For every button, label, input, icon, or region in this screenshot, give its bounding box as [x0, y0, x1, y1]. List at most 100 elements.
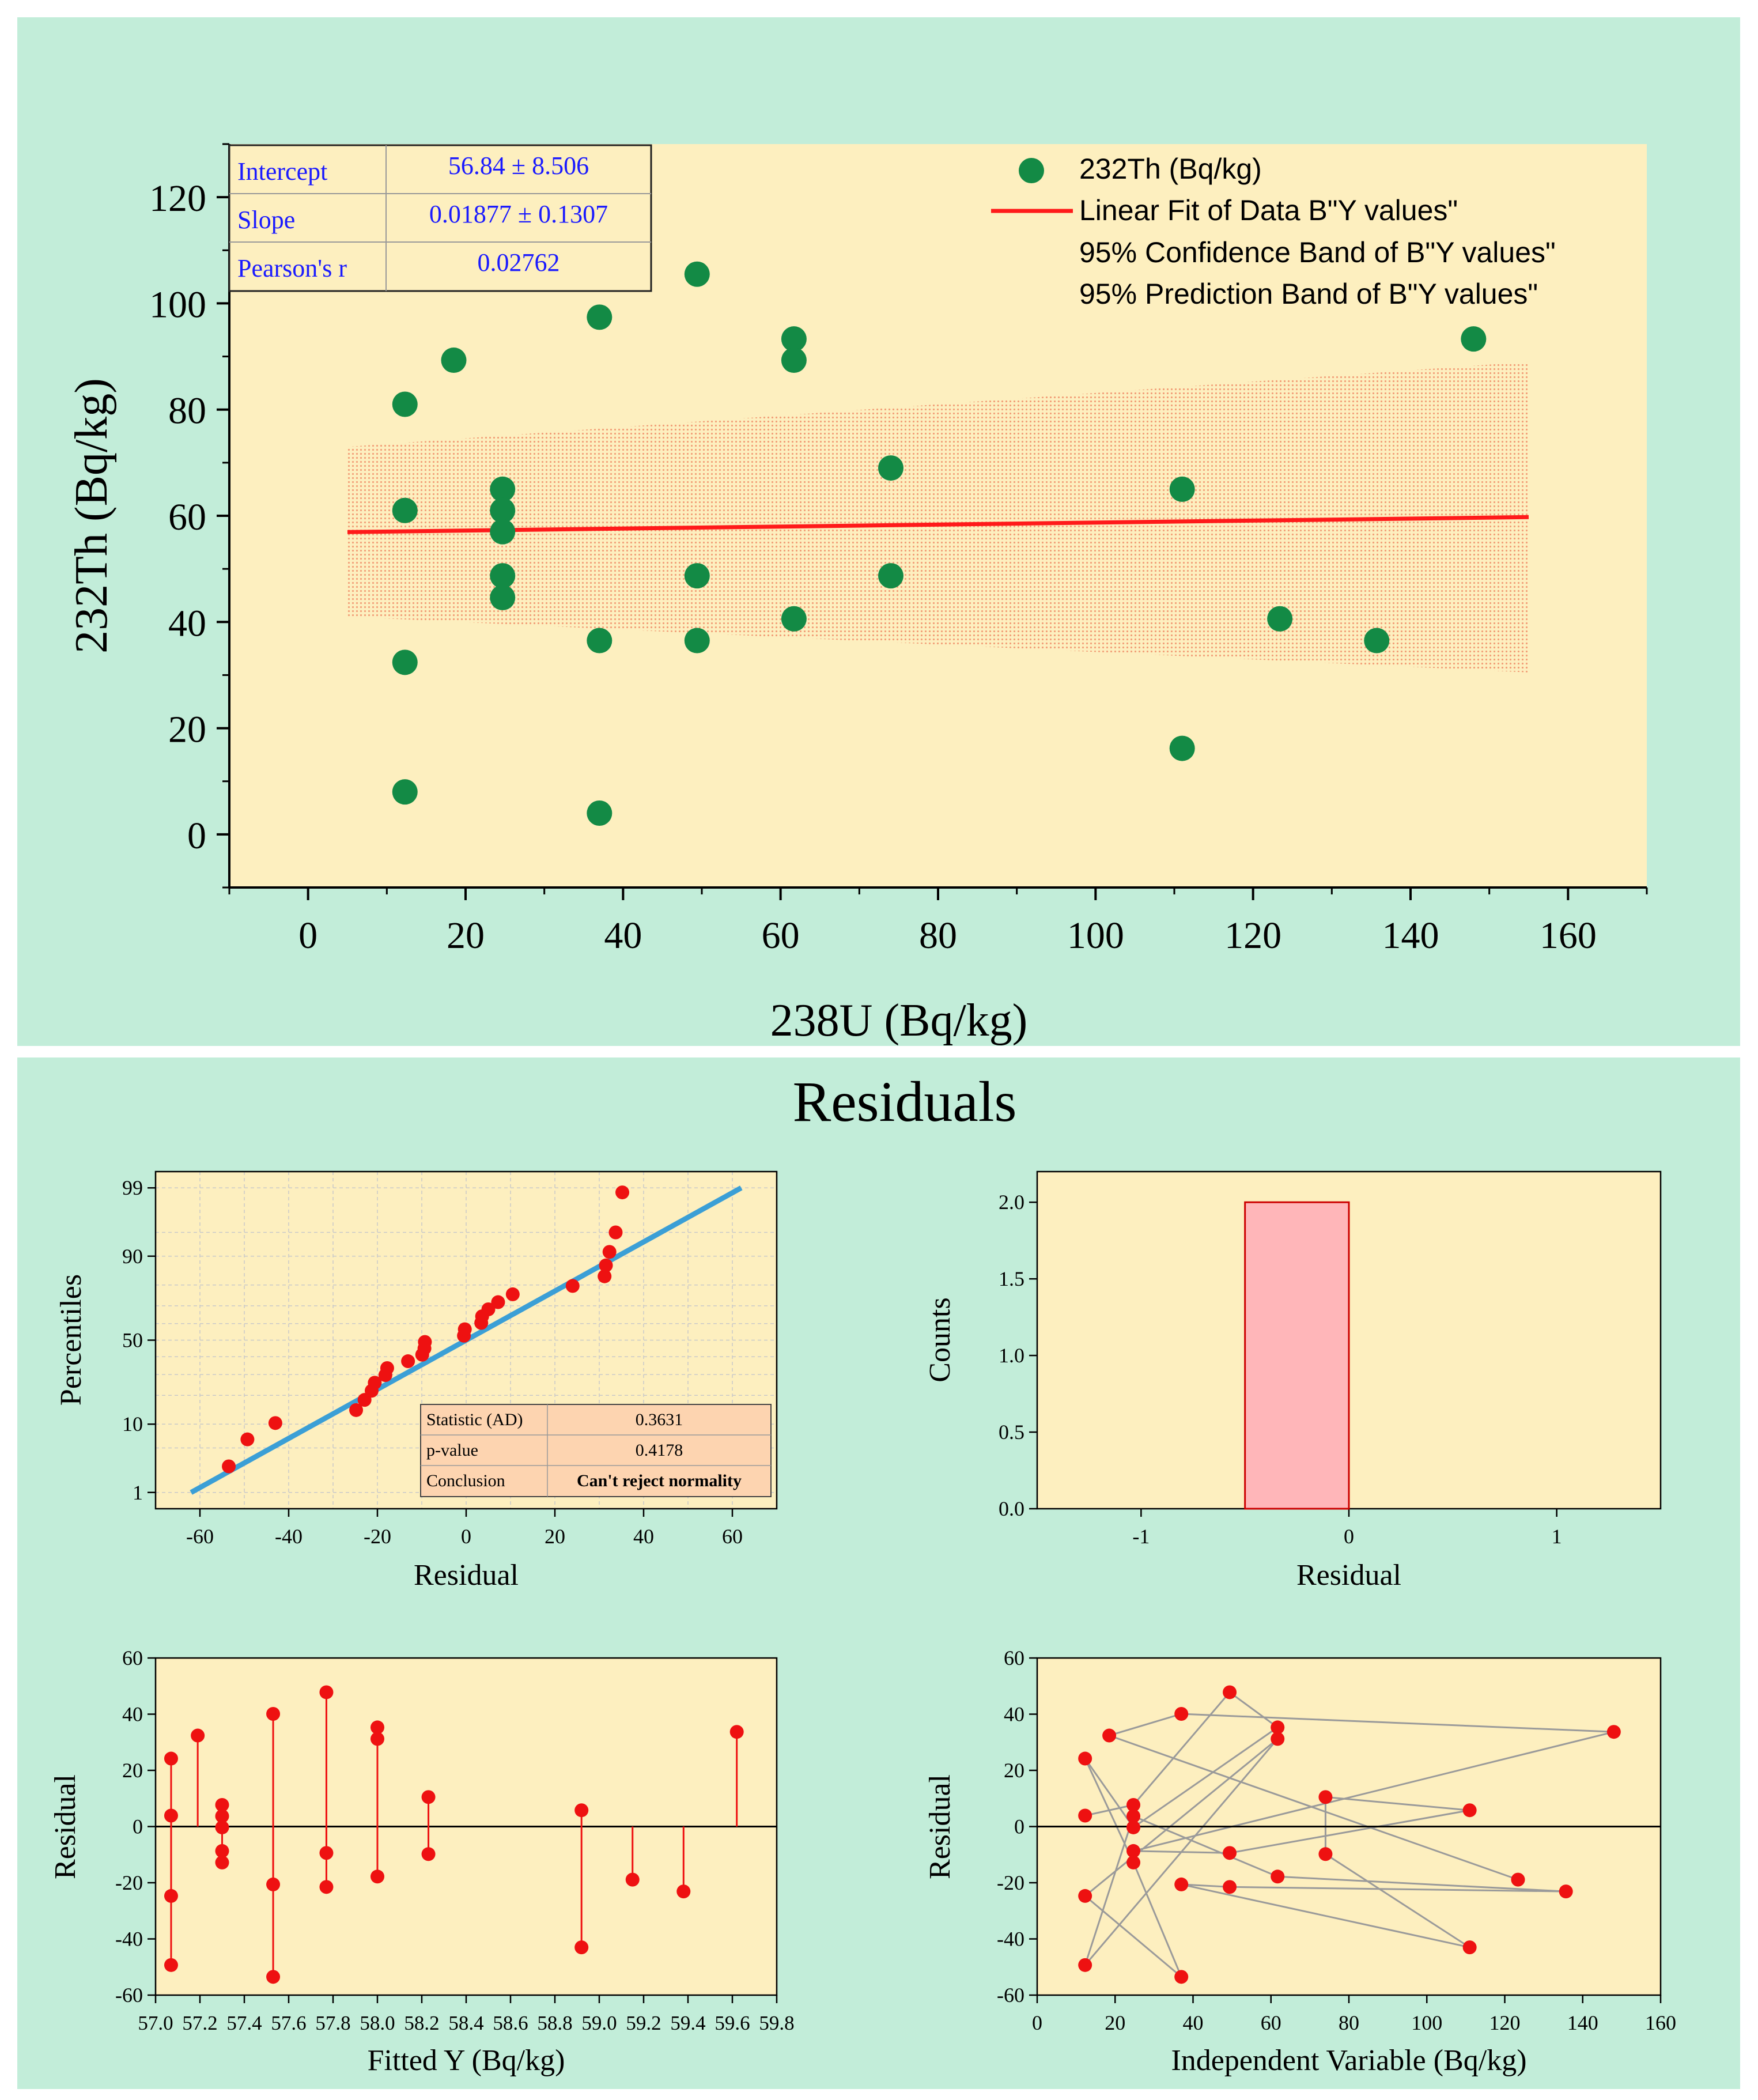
independent-x-tick-label: 40 [1183, 2011, 1204, 2034]
data-point [781, 326, 807, 352]
independent-residual-points [1078, 1685, 1621, 1984]
stats-slope-label: Slope [237, 206, 295, 234]
stats-pearson-label: Pearson's r [237, 254, 347, 282]
main-x-tick-label: 40 [604, 915, 642, 957]
main-x-tick-label: 160 [1540, 915, 1597, 957]
independent-axes: 0 20 40 60 80 100 120 140 160 -60 -40 -20 0 20 40 60 [997, 1646, 1676, 2034]
data-point [878, 563, 903, 589]
qq-y-tick-label: 99 [122, 1176, 143, 1199]
main-x-tick-label: 80 [919, 915, 957, 957]
independent-connect-lines [1083, 1691, 1615, 1978]
independent-point [1511, 1872, 1525, 1887]
hist-x-tick-label: 0 [1344, 1525, 1354, 1548]
qq-x-tick-label: -20 [364, 1525, 391, 1548]
stats-pearson-value: 0.02762 [478, 248, 560, 277]
main-y-axis-label: 232Th (Bq/kg) [66, 378, 117, 654]
main-x-tick-label: 140 [1382, 915, 1439, 957]
fitted-y-tick-label: 0 [133, 1815, 143, 1838]
fitted-x-tick-label: 59.8 [759, 2012, 794, 2034]
fitted-point [215, 1797, 229, 1812]
qq-point [418, 1335, 432, 1349]
fitted-point [164, 1958, 178, 1972]
fitted-point [676, 1884, 691, 1899]
fitted-y-tick-label: 20 [122, 1759, 143, 1782]
data-point [490, 476, 516, 502]
fitted-x-tick-label: 58.2 [404, 2012, 439, 2034]
independent-point [1174, 1707, 1189, 1721]
fitted-point [319, 1846, 334, 1860]
data-point [684, 628, 710, 654]
independent-x-tick-label: 120 [1489, 2011, 1521, 2034]
fitted-point [164, 1889, 178, 1903]
data-point [684, 563, 710, 589]
data-point [878, 455, 903, 481]
independent-connect-path [1083, 1691, 1615, 1978]
fitted-y-axis-label: Residual [49, 1774, 82, 1879]
independent-point [1318, 1790, 1333, 1804]
main-y-tick-label: 40 [168, 602, 206, 644]
qq-point [401, 1354, 415, 1369]
fitted-x-tick-label: 59.6 [714, 2012, 750, 2034]
hist-y-tick-label: 1.0 [999, 1344, 1024, 1367]
main-scatter-points [392, 261, 1487, 826]
fitted-x-tick-label: 58.8 [537, 2012, 572, 2034]
fitted-point [370, 1720, 384, 1735]
independent-point [1102, 1728, 1117, 1743]
qq-point [491, 1295, 505, 1309]
independent-point [1078, 1808, 1092, 1823]
independent-point [1223, 1846, 1237, 1860]
data-point [1267, 606, 1293, 632]
qq-point [458, 1322, 472, 1336]
hist-x-tick-label: 1 [1552, 1525, 1562, 1548]
independent-point [1126, 1809, 1141, 1823]
fitted-point [625, 1872, 640, 1887]
independent-point [1126, 1797, 1141, 1812]
linear-fit-line [347, 515, 1529, 534]
stats-intercept-value: 56.84 ± 8.506 [448, 152, 589, 180]
hist-axes: -1 0 1 0.0 0.5 1.0 1.5 2.0 [999, 1170, 1662, 1548]
fitted-point [215, 1820, 229, 1834]
independent-point [1223, 1880, 1237, 1894]
data-point [392, 391, 418, 417]
stats-intercept-label: Intercept [237, 157, 327, 186]
fitted-point [370, 1869, 384, 1884]
fitted-point [266, 1707, 281, 1721]
main-y-tick-label: 80 [168, 390, 206, 432]
fitted-point [370, 1732, 384, 1746]
data-point [392, 779, 418, 805]
fitted-point [421, 1847, 436, 1861]
qq-point [349, 1403, 364, 1417]
independent-point [1223, 1685, 1237, 1699]
independent-x-tick-label: 20 [1105, 2011, 1125, 2034]
fitted-x-tick-label: 58.4 [448, 2012, 483, 2034]
fitted-x-tick-label: 57.8 [315, 2012, 350, 2034]
main-x-tick-label: 60 [762, 915, 800, 957]
data-point [392, 497, 418, 523]
legend-prediction-label: 95% Prediction Band of B"Y values" [1079, 278, 1538, 310]
independent-y-tick-label: 0 [1014, 1815, 1024, 1838]
qq-x-tick-label: 20 [545, 1525, 565, 1548]
data-point [490, 563, 516, 589]
independent-y-tick-label: 40 [1004, 1703, 1024, 1726]
confidence-band [347, 361, 1529, 673]
main-y-tick-label: 20 [168, 709, 206, 751]
fitted-point [574, 1803, 589, 1818]
residual-histogram: -1 0 1 0.0 0.5 1.0 1.5 2.0 Residual Counts [924, 1170, 1662, 1592]
data-point [587, 304, 613, 330]
independent-point [1271, 1869, 1285, 1884]
qq-point [565, 1279, 580, 1293]
fitted-point [319, 1685, 334, 1699]
qq-point [608, 1225, 623, 1240]
independent-x-tick-label: 0 [1032, 2011, 1042, 2034]
main-x-tick-label: 100 [1067, 915, 1124, 957]
data-point [587, 628, 613, 654]
qq-y-tick-label: 1 [133, 1481, 143, 1504]
hist-y-axis-label: Counts [924, 1297, 956, 1382]
qq-y-tick-label: 50 [122, 1329, 143, 1352]
fitted-x-tick-label: 57.6 [271, 2012, 306, 2034]
qq-x-tick-label: 60 [722, 1525, 743, 1548]
fitted-point [421, 1790, 436, 1804]
fitted-x-tick-label: 59.4 [670, 2012, 705, 2034]
data-point [1169, 476, 1195, 502]
main-legend: 232Th (Bq/kg) Linear Fit of Data B"Y val… [991, 153, 1556, 310]
